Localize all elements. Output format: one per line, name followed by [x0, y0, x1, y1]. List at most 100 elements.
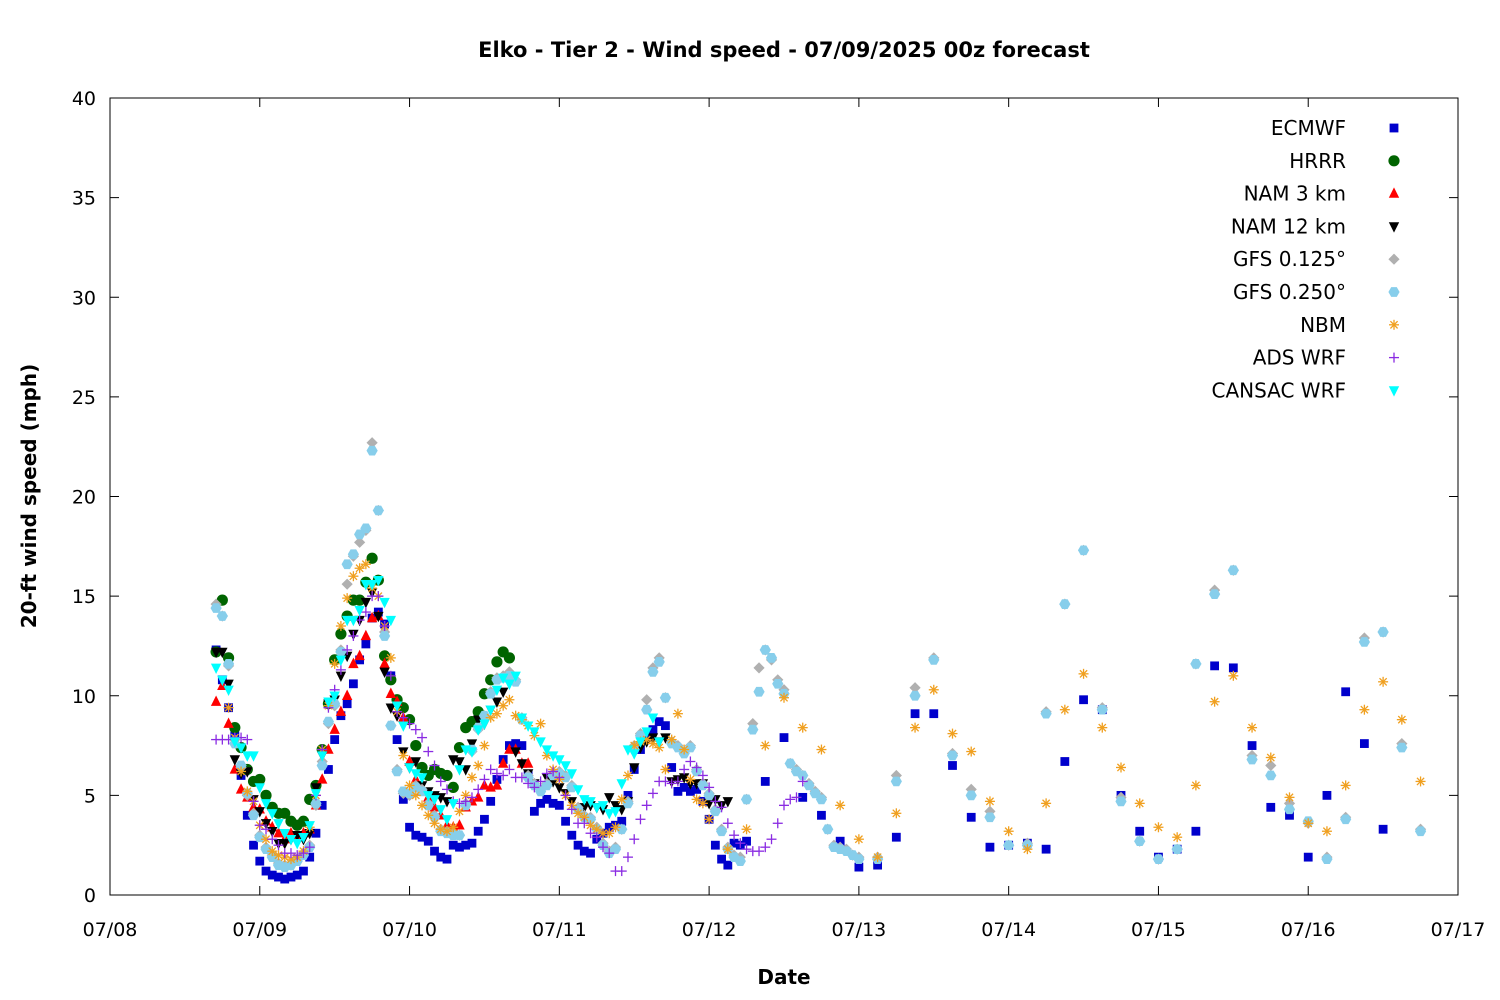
x-tick-label: 07/08	[83, 919, 138, 941]
data-point	[236, 766, 247, 777]
data-point	[766, 834, 777, 845]
data-point	[673, 786, 683, 796]
data-point	[1191, 826, 1201, 836]
data-point	[722, 844, 733, 855]
data-point	[710, 796, 721, 807]
x-tick-label: 07/12	[682, 919, 737, 941]
data-point	[398, 794, 408, 804]
data-point	[398, 721, 409, 732]
data-point	[1396, 714, 1407, 725]
data-point	[423, 836, 433, 846]
data-point	[335, 628, 347, 640]
data-point	[853, 854, 865, 864]
data-point	[242, 786, 253, 797]
data-point	[504, 694, 515, 705]
data-point	[1415, 776, 1426, 787]
data-point	[435, 776, 446, 787]
data-point	[1228, 663, 1238, 673]
data-point	[522, 757, 534, 768]
data-point	[1078, 668, 1089, 679]
data-point	[279, 829, 290, 840]
data-point	[572, 785, 584, 796]
data-point	[554, 783, 565, 794]
data-point	[691, 762, 702, 773]
data-point	[242, 734, 253, 745]
legend-marker	[1389, 352, 1399, 363]
data-point	[541, 768, 552, 779]
data-point	[497, 673, 509, 685]
data-point	[1209, 589, 1221, 599]
data-point	[298, 833, 309, 844]
y-tick-label: 10	[72, 686, 96, 708]
data-point	[548, 798, 558, 808]
data-point	[1041, 844, 1051, 854]
data-point	[341, 689, 353, 700]
data-point	[966, 746, 977, 757]
data-point	[535, 776, 546, 787]
data-point	[535, 718, 546, 729]
data-point	[542, 794, 552, 804]
data-point	[1153, 822, 1164, 833]
data-point	[430, 846, 439, 856]
data-point	[561, 816, 570, 826]
data-point	[423, 746, 434, 757]
data-point	[491, 779, 503, 790]
data-point	[348, 571, 359, 582]
data-point	[1227, 565, 1239, 576]
data-point	[660, 764, 671, 775]
plot-frame	[109, 97, 1459, 896]
data-point	[310, 789, 322, 800]
data-point	[360, 559, 371, 570]
data-point	[566, 804, 577, 815]
data-point	[286, 872, 296, 882]
data-point	[1322, 790, 1332, 800]
data-point	[1396, 742, 1408, 753]
data-point	[329, 691, 340, 702]
data-point	[322, 716, 335, 727]
data-point	[486, 796, 496, 806]
data-point	[248, 796, 259, 807]
data-point	[398, 712, 409, 723]
data-point	[928, 655, 940, 665]
data-point	[517, 741, 527, 750]
data-point	[299, 866, 308, 876]
data-point	[653, 657, 665, 667]
data-point	[329, 658, 340, 669]
data-point	[1414, 826, 1427, 837]
data-point	[292, 850, 303, 861]
data-point	[310, 798, 322, 809]
y-tick-label: 0	[84, 885, 96, 907]
data-point	[1190, 780, 1201, 791]
data-point	[647, 788, 658, 799]
data-point	[255, 856, 265, 866]
data-point	[579, 846, 589, 856]
data-point	[304, 842, 315, 853]
legend-marker	[1388, 187, 1400, 198]
data-point	[765, 653, 778, 663]
data-point	[740, 794, 753, 805]
data-point	[279, 807, 291, 819]
data-point	[417, 800, 428, 811]
y-tick-label: 35	[72, 188, 96, 210]
data-point	[547, 751, 559, 762]
data-point	[410, 724, 421, 735]
data-point	[1115, 796, 1127, 807]
data-point	[485, 705, 496, 716]
x-tick-label: 07/11	[532, 919, 587, 941]
data-point	[317, 800, 327, 810]
data-point	[447, 781, 459, 794]
data-point	[1266, 802, 1276, 812]
data-point	[385, 720, 397, 731]
data-point	[1340, 780, 1351, 791]
x-tick-label: 07/14	[981, 919, 1036, 941]
data-point	[817, 810, 826, 820]
data-point	[379, 621, 390, 632]
data-point	[360, 597, 372, 609]
data-point	[1171, 844, 1183, 855]
data-point	[754, 846, 765, 857]
data-point	[1378, 824, 1388, 834]
data-point	[573, 840, 583, 850]
data-point	[541, 745, 553, 756]
data-point	[835, 836, 845, 846]
data-point	[529, 806, 539, 816]
